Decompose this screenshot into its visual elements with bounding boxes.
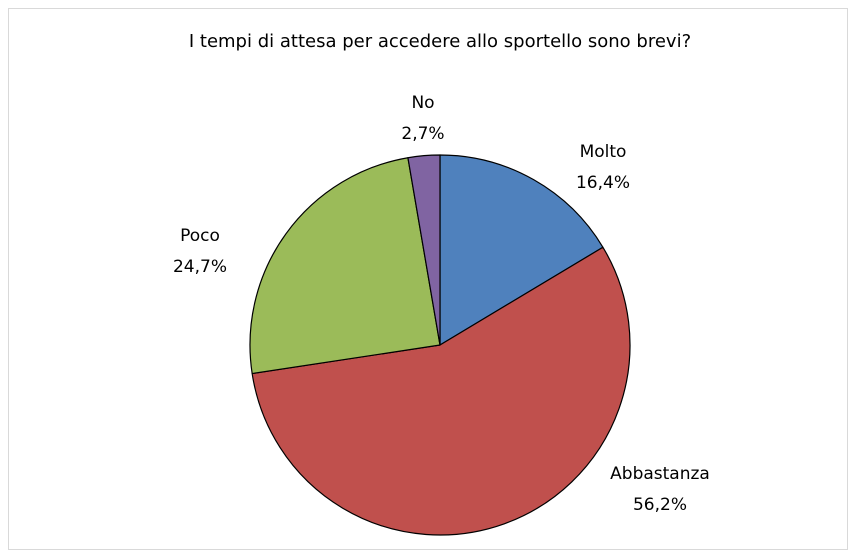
category-label: Abbastanza: [610, 464, 710, 484]
value-label: 24,7%: [173, 257, 227, 277]
category-label: Molto: [580, 142, 627, 162]
chart-title: I tempi di attesa per accedere allo spor…: [189, 31, 691, 52]
value-label: 16,4%: [576, 173, 630, 193]
pie-slice: [249, 157, 441, 375]
category-label: Poco: [180, 226, 220, 246]
pie-slice: [439, 154, 604, 346]
value-label: 56,2%: [633, 495, 687, 515]
pie-slice: [407, 154, 441, 346]
value-label: 2,7%: [401, 124, 444, 144]
category-label: No: [411, 93, 434, 113]
pie-slice: [251, 246, 631, 536]
